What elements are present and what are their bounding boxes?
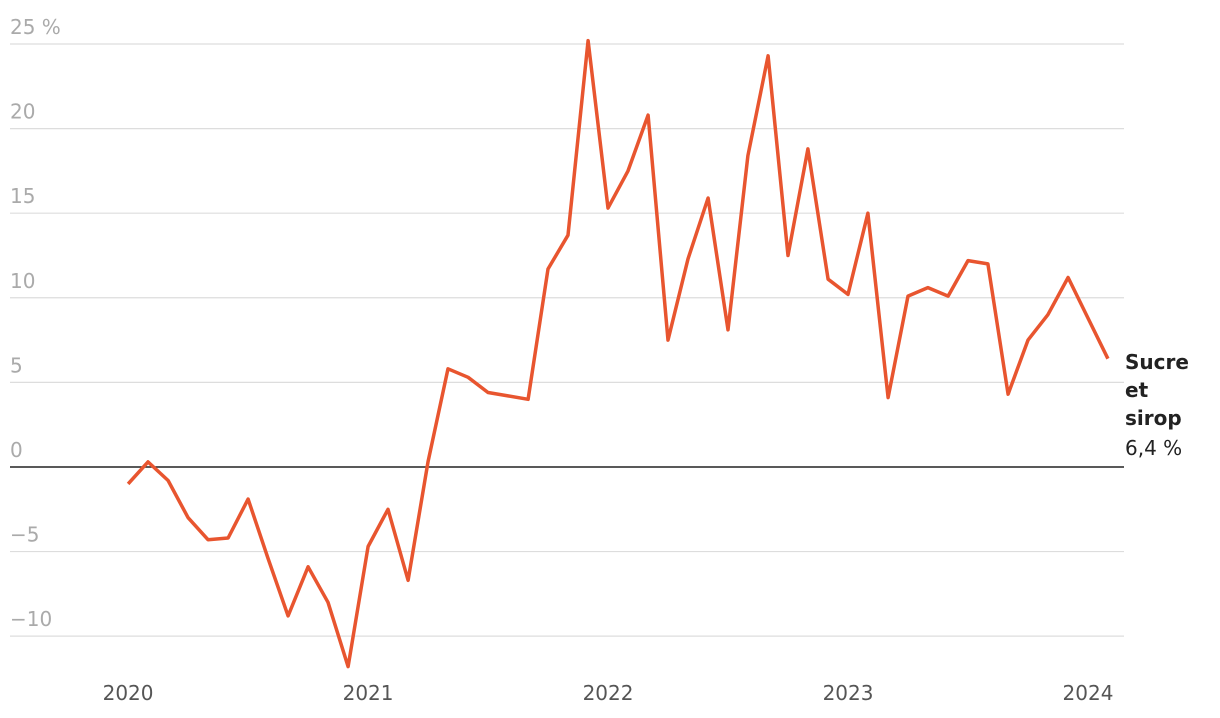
line bbox=[126, 38, 1110, 669]
value-label: 6,4 % bbox=[1125, 436, 1183, 460]
y-tick-label: −5 bbox=[10, 523, 39, 547]
y-tick-label: 20 bbox=[10, 100, 35, 124]
x-tick-label: 2024 bbox=[1063, 681, 1114, 705]
y-tick-label: 10 bbox=[10, 269, 35, 293]
y-tick-label: 15 bbox=[10, 184, 35, 208]
x-tick-label: 2021 bbox=[343, 681, 394, 705]
x-tick-label: 2022 bbox=[583, 681, 634, 705]
x-tick-label: 2023 bbox=[823, 681, 874, 705]
series-label: Sucre et sirop bbox=[1125, 350, 1189, 430]
y-tick-label: 0 bbox=[10, 438, 23, 462]
y-tick-label: −10 bbox=[10, 607, 52, 631]
y-tick-label: 5 bbox=[10, 353, 23, 377]
y-tick-label: 25 % bbox=[10, 15, 61, 39]
x-tick-label: 2020 bbox=[103, 681, 154, 705]
